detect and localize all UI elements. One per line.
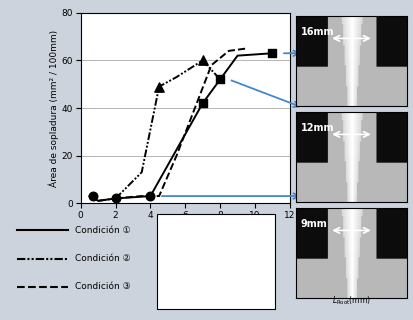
Text: Condición ②: Condición ② — [74, 254, 130, 263]
Text: 9mm: 9mm — [300, 219, 326, 229]
Text: $L_{\mathregular{Root}}$(mm): $L_{\mathregular{Root}}$(mm) — [331, 295, 370, 307]
Text: 9mm: 9mm — [186, 284, 209, 292]
Text: Thickness: Thickness — [165, 224, 216, 233]
Point — [171, 261, 177, 266]
Y-axis label: Área de sopladura (mm² / 100mm): Área de sopladura (mm² / 100mm) — [48, 29, 59, 187]
Point — [216, 77, 223, 82]
Point — [199, 58, 206, 63]
Point — [268, 51, 275, 56]
Text: Condición ③: Condición ③ — [74, 282, 130, 291]
Point — [155, 84, 162, 89]
Text: 12mm: 12mm — [186, 260, 215, 268]
Text: 16mm: 16mm — [300, 27, 333, 37]
Point — [171, 285, 177, 290]
Point — [171, 237, 177, 242]
Point — [199, 101, 206, 106]
Text: 16mm: 16mm — [186, 236, 215, 244]
Point — [147, 194, 153, 199]
Point — [112, 196, 119, 201]
Point — [89, 194, 96, 199]
X-axis label: L$_{\mathregular{Root}}$ (mm): L$_{\mathregular{Root}}$ (mm) — [157, 223, 213, 236]
Text: Condición ①: Condición ① — [74, 226, 130, 235]
Text: 12mm: 12mm — [300, 123, 333, 133]
